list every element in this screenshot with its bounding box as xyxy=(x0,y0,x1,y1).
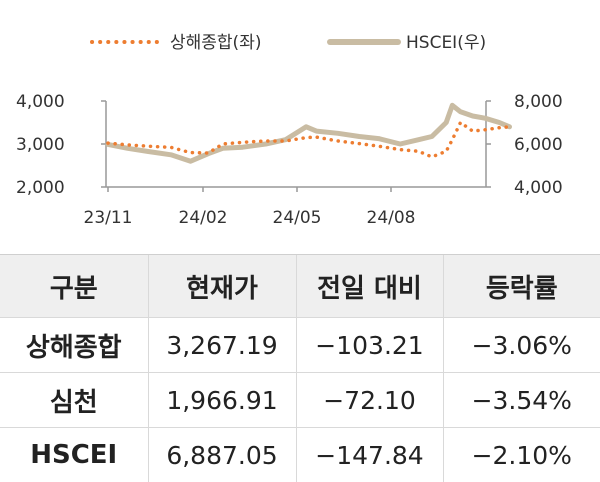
row-change: −103.21 xyxy=(296,318,443,373)
x-tick-label: 24/08 xyxy=(367,208,416,228)
left-y-tick-label: 3,000 xyxy=(16,135,65,155)
header-category: 구분 xyxy=(0,255,148,318)
x-tick-label: 23/11 xyxy=(84,208,133,228)
row-price: 1,966.91 xyxy=(148,373,296,428)
right-y-tick-label: 6,000 xyxy=(514,135,563,155)
table-row: 상해종합 3,267.19 −103.21 −3.06% xyxy=(0,318,600,373)
header-change: 전일 대비 xyxy=(296,255,443,318)
table-row: 심천 1,966.91 −72.10 −3.54% xyxy=(0,373,600,428)
index-quote-table: 구분 현재가 전일 대비 등락률 상해종합 3,267.19 −103.21 −… xyxy=(0,254,600,482)
table-header-row: 구분 현재가 전일 대비 등락률 xyxy=(0,255,600,318)
right-y-tick-label: 4,000 xyxy=(514,178,563,198)
chart-canvas: 2,000 3,000 4,000 4,000 6,000 8,000 23/11 24/02… xyxy=(0,0,600,250)
row-change: −147.84 xyxy=(296,428,443,482)
row-name: 상해종합 xyxy=(0,318,148,373)
header-current-price: 현재가 xyxy=(148,255,296,318)
right-y-tick-label: 8,000 xyxy=(514,92,563,112)
row-change: −72.10 xyxy=(296,373,443,428)
row-rate: −2.10% xyxy=(443,428,600,482)
table-row: HSCEI 6,887.05 −147.84 −2.10% xyxy=(0,428,600,482)
x-tick-label: 24/02 xyxy=(179,208,228,228)
legend-shanghai-label: 상해종합(좌) xyxy=(170,33,261,53)
x-tick-label: 24/05 xyxy=(273,208,322,228)
legend-hscei-label: HSCEI(우) xyxy=(406,33,486,53)
index-line-chart: 2,000 3,000 4,000 4,000 6,000 8,000 23/11 24/02… xyxy=(0,0,600,250)
row-price: 6,887.05 xyxy=(148,428,296,482)
header-change-rate: 등락률 xyxy=(443,255,600,318)
left-y-tick-label: 2,000 xyxy=(16,178,65,198)
row-price: 3,267.19 xyxy=(148,318,296,373)
row-rate: −3.06% xyxy=(443,318,600,373)
hscei-series-line xyxy=(108,105,510,161)
row-name: HSCEI xyxy=(0,428,148,482)
row-rate: −3.54% xyxy=(443,373,600,428)
left-y-tick-label: 4,000 xyxy=(16,92,65,112)
row-name: 심천 xyxy=(0,373,148,428)
